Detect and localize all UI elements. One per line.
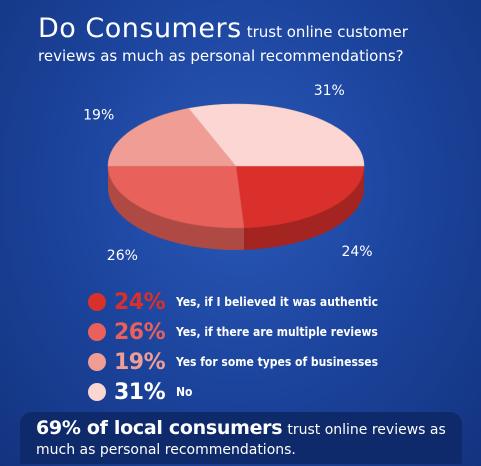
pie-slice-some [107, 108, 237, 167]
pie-side-multiple [108, 166, 245, 250]
title-line2: reviews as much as personal recommendati… [38, 47, 404, 65]
banner-line2: much as personal recommendations. [36, 442, 296, 458]
title-small: trust online customer [246, 23, 408, 41]
legend-item-authentic: 24% Yes, if I believed it was authentic [88, 287, 378, 317]
legend-pct-authentic: 24% [114, 289, 166, 315]
pie-label-authentic: 24% [341, 244, 372, 260]
legend-item-multiple: 26% Yes, if there are multiple reviews [88, 317, 378, 347]
pie-label-multiple: 26% [107, 248, 138, 264]
pie-label-no: 31% [314, 83, 345, 99]
legend-text-some: Yes for some types of businesses [176, 355, 379, 369]
legend-item-some: 19% Yes for some types of businesses [88, 347, 378, 377]
pie-label-some: 19% [83, 107, 114, 123]
legend-pct-no: 31% [114, 379, 166, 405]
pie-slice-multiple [107, 165, 245, 229]
legend-pct-some: 19% [114, 349, 166, 375]
pie-slice-authentic [235, 165, 365, 229]
legend-dot-some [88, 353, 106, 371]
legend: 24% Yes, if I believed it was authentic … [88, 287, 378, 407]
banner-light: trust online reviews as [287, 422, 446, 438]
legend-text-authentic: Yes, if I believed it was authentic [176, 295, 379, 309]
legend-dot-authentic [88, 293, 106, 311]
banner-bold: 69% of local consumers [36, 417, 283, 439]
legend-text-no: No [176, 385, 193, 399]
legend-text-multiple: Yes, if there are multiple reviews [176, 325, 378, 339]
legend-item-no: 31% No [88, 377, 378, 407]
chart-title: Do Consumers trust online customer revie… [38, 13, 468, 66]
pie-slice-no [188, 103, 365, 167]
pie-side-authentic [244, 166, 364, 250]
legend-dot-no [88, 383, 106, 401]
summary-banner: 69% of local consumers trust online revi… [20, 412, 462, 464]
legend-dot-multiple [88, 323, 106, 341]
legend-pct-multiple: 26% [114, 319, 166, 345]
title-big: Do Consumers [38, 13, 242, 44]
